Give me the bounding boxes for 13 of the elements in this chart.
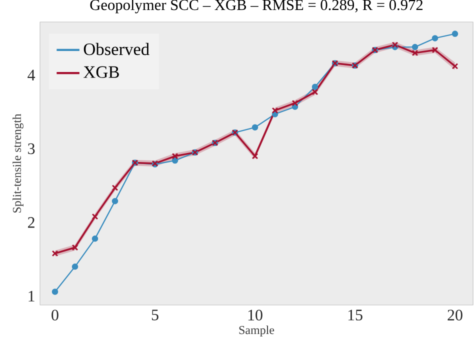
x-axis-title: Sample — [239, 326, 274, 337]
x-tick-label: 10 — [248, 310, 262, 320]
y-tick-label: 2 — [28, 217, 34, 228]
legend-label: Observed — [84, 42, 150, 56]
x-tick-label: 20 — [448, 310, 462, 320]
y-tick-label: 1 — [28, 290, 34, 302]
y-tick-label: 4 — [28, 70, 36, 80]
x-tick-label: 15 — [348, 310, 362, 320]
x-tick-label: 5 — [152, 310, 158, 320]
x-tick-label: 0 — [52, 310, 58, 320]
y-axis-title: Split-tensile strength — [12, 114, 24, 213]
legend-label: XGB — [84, 66, 119, 78]
y-tick-label: 3 — [28, 143, 35, 154]
